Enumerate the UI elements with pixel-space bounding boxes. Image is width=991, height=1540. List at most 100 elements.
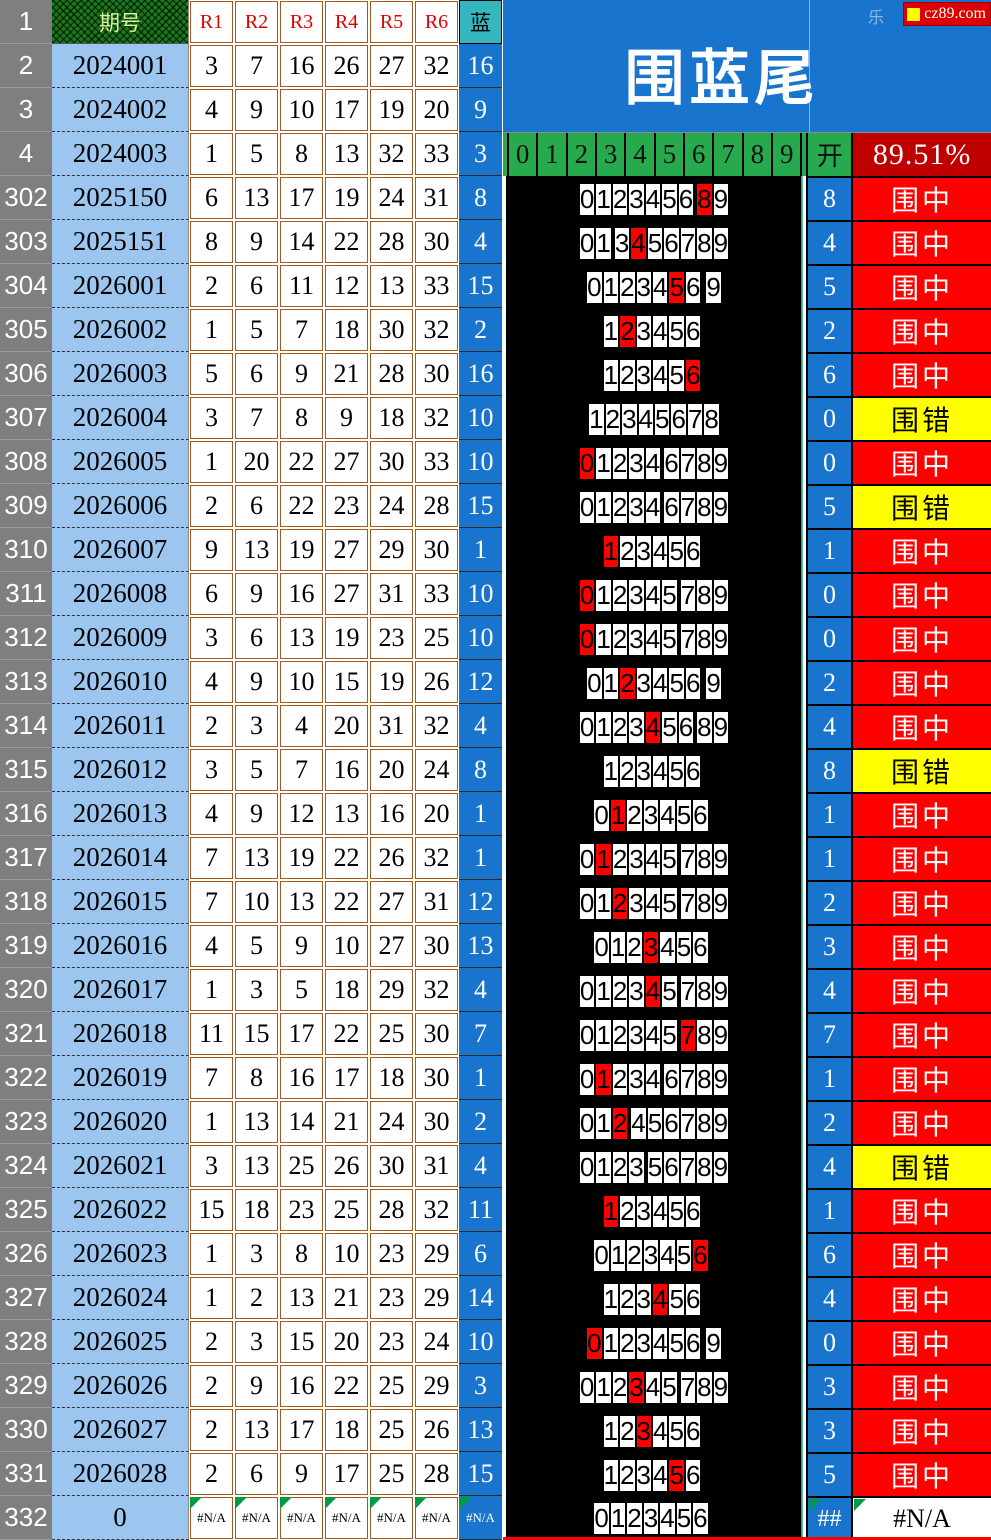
red-ball-cell[interactable]: 7	[234, 44, 279, 88]
tail-grid-cell-3[interactable]: 3	[629, 887, 644, 919]
result-cell[interactable]: 围错	[851, 1144, 991, 1188]
red-ball-cell[interactable]: 20	[234, 440, 279, 484]
tail-grid-cell-6[interactable]: 6	[685, 667, 701, 699]
period-cell[interactable]: 2024001	[52, 44, 189, 88]
red-ball-cell[interactable]: 8	[279, 132, 324, 176]
red-ball-cell[interactable]: 14	[279, 1100, 324, 1144]
period-cell[interactable]: 2026001	[52, 264, 189, 308]
result-cell[interactable]: 围中	[851, 1188, 991, 1232]
tail-grid-cell-7[interactable]: 7	[680, 447, 696, 479]
row-index-cell[interactable]: 315	[0, 748, 52, 792]
period-cell[interactable]: 2026023	[52, 1232, 189, 1276]
red-ball-cell[interactable]: 17	[324, 1452, 369, 1496]
red-ball-cell[interactable]: 23	[369, 1320, 414, 1364]
r-header-cell[interactable]: R3	[279, 0, 324, 44]
tail-grid-cell-9[interactable]: 9	[713, 579, 729, 611]
blue-ball-cell[interactable]: 4	[459, 968, 502, 1012]
row-index-cell[interactable]: 320	[0, 968, 52, 1012]
tail-grid-cell-2[interactable]: 2	[612, 1371, 628, 1403]
period-cell[interactable]: 2026021	[52, 1144, 189, 1188]
red-ball-cell[interactable]: 11	[279, 264, 324, 308]
blue-ball-cell[interactable]: 15	[459, 1452, 502, 1496]
red-ball-cell[interactable]: 8	[279, 396, 324, 440]
red-ball-cell[interactable]: 1	[189, 308, 234, 352]
period-cell[interactable]: 2026016	[52, 924, 189, 968]
red-ball-cell[interactable]: 13	[234, 1144, 279, 1188]
tail-grid-cell-5[interactable]: 5	[662, 1371, 677, 1403]
tail-grid-cell-0[interactable]: 0	[594, 931, 609, 963]
tail-grid-cell-3[interactable]: 3	[643, 1502, 659, 1534]
red-ball-cell[interactable]: 9	[279, 1452, 324, 1496]
open-tail-cell[interactable]: 0	[806, 1320, 851, 1364]
period-cell[interactable]: 2026010	[52, 660, 189, 704]
red-ball-cell[interactable]: 24	[369, 176, 414, 220]
red-ball-cell[interactable]: 30	[369, 1144, 414, 1188]
row-index-cell[interactable]: 330	[0, 1408, 52, 1452]
red-ball-cell[interactable]: 30	[369, 440, 414, 484]
red-ball-cell[interactable]: 26	[414, 1408, 459, 1452]
row-index-cell[interactable]: 1	[0, 0, 52, 44]
red-ball-cell[interactable]: 33	[414, 440, 459, 484]
blue-ball-cell[interactable]: 1	[459, 836, 502, 880]
period-cell[interactable]: 2026022	[52, 1188, 189, 1232]
red-ball-cell[interactable]: 3	[234, 704, 279, 748]
row-index-cell[interactable]: 316	[0, 792, 52, 836]
red-ball-cell[interactable]: 1	[189, 1276, 234, 1320]
tail-grid-cell-2[interactable]: 2	[627, 931, 642, 963]
open-tail-cell[interactable]: 7	[806, 1012, 851, 1056]
open-tail-cell[interactable]: 4	[806, 704, 851, 748]
tail-grid-cell-6[interactable]: 6	[685, 1415, 701, 1447]
tail-grid-cell-9[interactable]: 9	[713, 887, 729, 919]
red-ball-cell[interactable]: 24	[369, 484, 414, 528]
red-ball-cell[interactable]: 1	[189, 1232, 234, 1276]
blue-ball-cell[interactable]: 15	[459, 264, 502, 308]
red-ball-cell[interactable]: 3	[189, 748, 234, 792]
blue-ball-cell[interactable]: 4	[459, 704, 502, 748]
tail-grid-cell-8[interactable]: 8	[697, 447, 712, 479]
red-ball-cell[interactable]: 1	[189, 1100, 234, 1144]
open-tail-cell[interactable]: 6	[806, 352, 851, 396]
tail-grid-cell-6[interactable]: 6	[685, 1459, 701, 1491]
red-ball-cell[interactable]: 13	[234, 1100, 279, 1144]
tail-grid-cell-0[interactable]: 0	[579, 711, 595, 743]
tail-grid-cell-3[interactable]: 3	[629, 447, 644, 479]
tail-grid-cell-0[interactable]: 0	[579, 1107, 595, 1139]
red-ball-cell[interactable]: 13	[279, 880, 324, 924]
row-index-cell[interactable]: 3	[0, 88, 52, 132]
result-cell[interactable]: 围中	[851, 220, 991, 264]
period-cell[interactable]: 2026015	[52, 880, 189, 924]
tail-grid-cell-5[interactable]: 5	[669, 359, 684, 391]
tail-grid-cell-8[interactable]: 8	[697, 579, 712, 611]
red-ball-cell[interactable]: 13	[234, 528, 279, 572]
red-ball-cell[interactable]: 2	[189, 1452, 234, 1496]
tail-grid-cell-8[interactable]: 8	[697, 975, 712, 1007]
red-ball-cell[interactable]: 24	[414, 748, 459, 792]
tail-grid-cell-9[interactable]: 9	[706, 667, 721, 699]
red-ball-cell[interactable]: 9	[279, 924, 324, 968]
red-ball-cell[interactable]: 7	[189, 836, 234, 880]
tail-grid-cell-3[interactable]: 3	[643, 1239, 659, 1271]
period-cell[interactable]: 2026014	[52, 836, 189, 880]
red-ball-cell[interactable]: 22	[279, 440, 324, 484]
red-ball-cell[interactable]: 30	[369, 308, 414, 352]
tail-grid-cell-8[interactable]: 8	[697, 227, 712, 259]
tail-grid-cell-0[interactable]: 0	[579, 1151, 595, 1183]
blue-ball-cell[interactable]: 11	[459, 1188, 502, 1232]
result-cell[interactable]: 围中	[851, 660, 991, 704]
red-ball-cell[interactable]: 28	[369, 352, 414, 396]
open-tail-cell[interactable]: 4	[806, 220, 851, 264]
red-ball-cell[interactable]: 16	[324, 748, 369, 792]
row-index-cell[interactable]: 323	[0, 1100, 52, 1144]
red-ball-cell[interactable]: 3	[234, 1320, 279, 1364]
result-cell[interactable]: 围中	[851, 1364, 991, 1408]
open-tail-cell[interactable]: 5	[806, 1452, 851, 1496]
tail-grid-cell-6[interactable]: 6	[664, 1063, 679, 1095]
tail-header-cell-5[interactable]: 5	[655, 133, 684, 176]
tail-grid-cell-9[interactable]: 9	[713, 975, 729, 1007]
red-ball-cell[interactable]: 26	[324, 1144, 369, 1188]
row-index-cell[interactable]: 302	[0, 176, 52, 220]
red-ball-cell[interactable]: 18	[324, 1408, 369, 1452]
tail-grid-cell-4[interactable]: 4	[645, 711, 661, 743]
red-ball-cell[interactable]: 2	[189, 1320, 234, 1364]
tail-grid-cell-4[interactable]: 4	[645, 843, 661, 875]
